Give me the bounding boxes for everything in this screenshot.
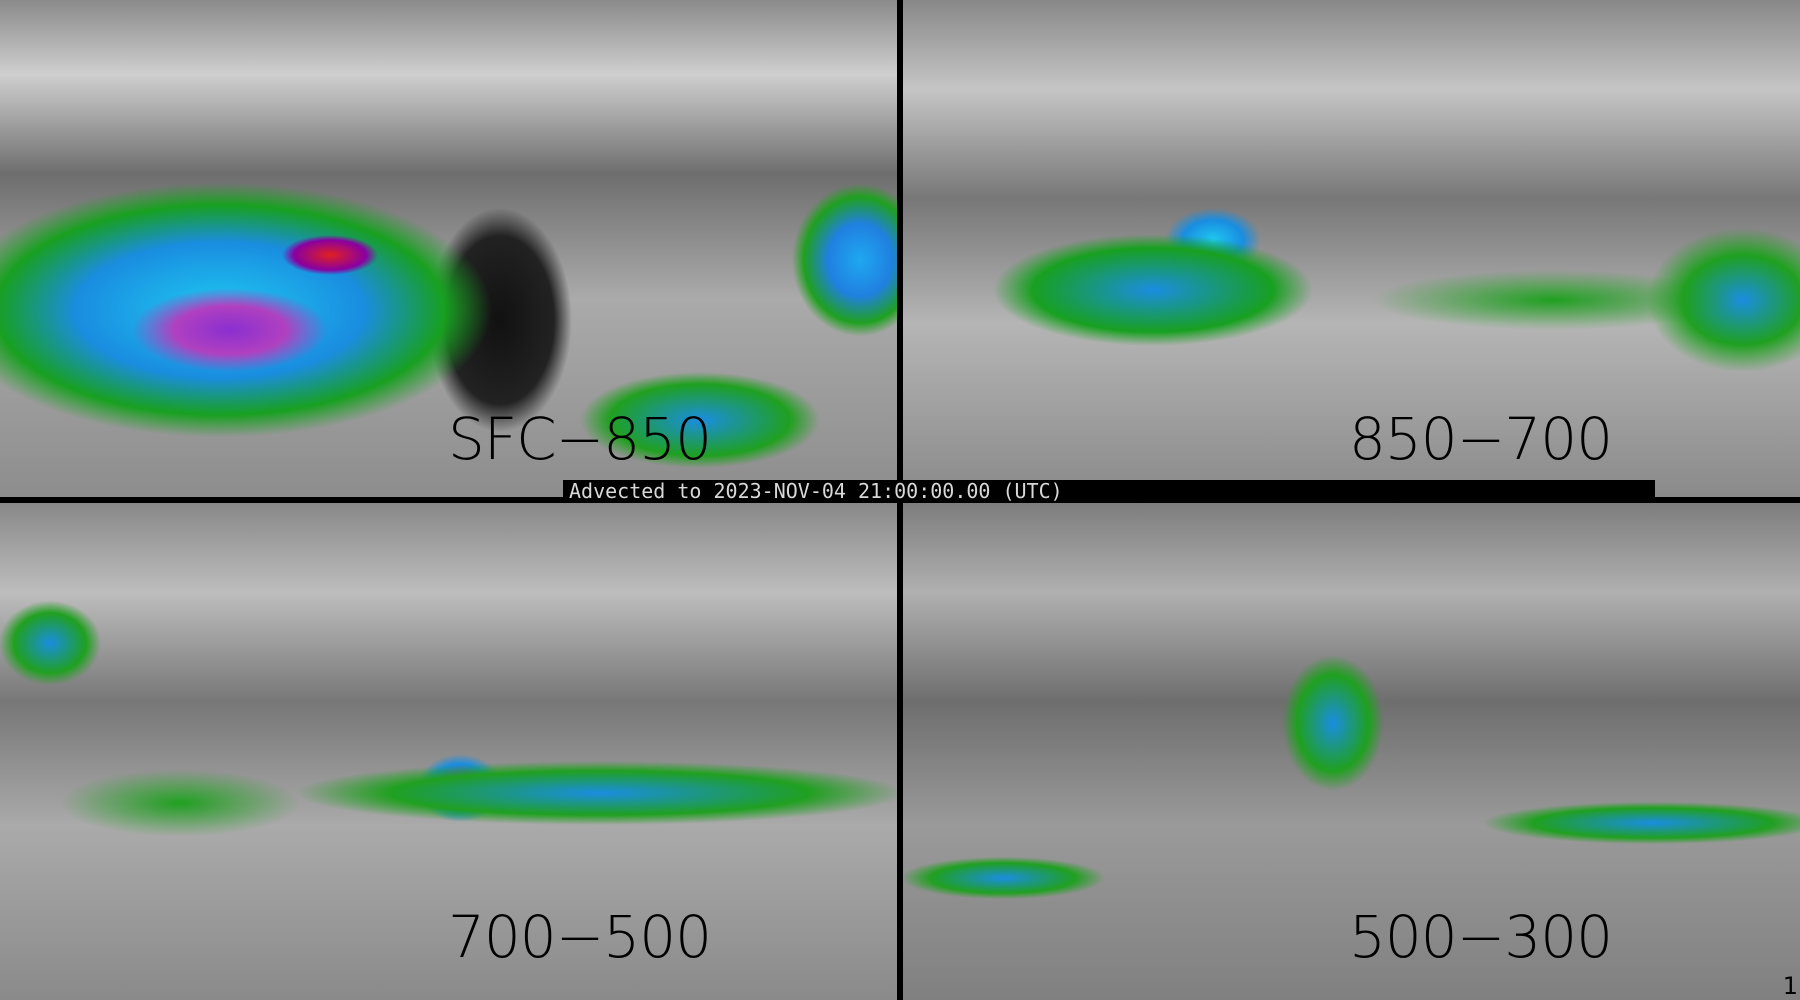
map-panel-850-700: 850−700 <box>903 0 1800 497</box>
map-panel-700-500: 700−500 <box>0 503 897 1000</box>
layer-label: 500−300 <box>1349 903 1613 971</box>
timestamp-banner: Advected to 2023-NOV-04 21:00:00.00 (UTC… <box>563 480 1655 503</box>
corner-text: 1 <box>1782 972 1798 1000</box>
map-panel-sfc-850: SFC−850 <box>0 0 897 497</box>
map-panel-500-300: 500−300 1 <box>903 503 1800 1000</box>
layer-label: SFC−850 <box>448 405 712 473</box>
layer-label: 700−500 <box>448 903 712 971</box>
layer-label: 850−700 <box>1349 405 1613 473</box>
